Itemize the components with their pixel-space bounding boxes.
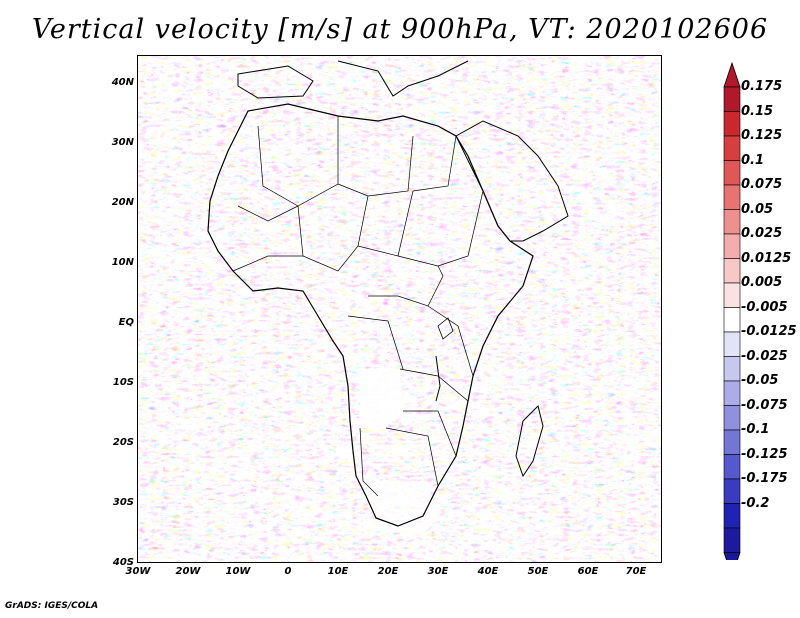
colorbar-tick-label: -0.075 — [741, 397, 788, 413]
colorbar-segment — [723, 331, 741, 357]
colorbar-tick-label: 0.05 — [741, 201, 774, 217]
colorbar-segment — [723, 258, 741, 284]
colorbar-tick-label: -0.0125 — [741, 324, 797, 339]
chart-title: Vertical velocity [m/s] at 900hPa, VT: 2… — [31, 14, 769, 45]
colorbar-tick-label: 0.175 — [741, 79, 783, 94]
colorbar-segment — [723, 160, 741, 186]
colorbar-segment — [723, 405, 741, 431]
lon-label: 30W — [125, 566, 151, 577]
colorbar-segment — [723, 380, 741, 406]
colorbar-segment — [723, 429, 741, 455]
colorbar-segment — [723, 527, 741, 553]
lat-label: 10N — [111, 257, 134, 268]
colorbar-tick-label: -0.1 — [741, 422, 770, 437]
colorbar-tick-label: 0.1 — [741, 152, 765, 168]
colorbar-segment — [723, 307, 741, 333]
colorbar-tick-label: -0.2 — [741, 495, 770, 511]
colorbar-top-arrow — [723, 61, 741, 88]
lat-label: 20N — [111, 197, 134, 208]
colorbar-segment — [723, 135, 741, 161]
map-frame — [137, 55, 662, 563]
lon-label: 30E — [427, 566, 449, 577]
lat-label: 30S — [112, 497, 134, 508]
colorbar-segment — [723, 282, 741, 308]
footer-credit: GrADS: IGES/COLA — [5, 601, 99, 611]
lon-label: 20E — [377, 566, 399, 577]
colorbar-tick-label: 0.025 — [741, 226, 783, 241]
colorbar-segment — [723, 184, 741, 210]
vertical-velocity-field — [138, 56, 661, 562]
colorbar-segment — [723, 111, 741, 137]
lake-victoria — [437, 317, 454, 340]
colorbar-segment — [723, 233, 741, 259]
colorbar-tick-label: 0.125 — [741, 128, 783, 143]
country-borders — [232, 116, 484, 497]
africa-coastline — [207, 103, 534, 527]
colorbar-segment — [723, 454, 741, 480]
lat-label: 10S — [112, 377, 134, 388]
colorbar-tick-label: -0.175 — [741, 471, 788, 486]
lat-label: 40S — [112, 557, 134, 568]
calm-region-south-africa — [363, 481, 438, 531]
colorbar-segment — [723, 478, 741, 504]
lon-label: 40E — [477, 566, 499, 577]
colorbar — [723, 61, 741, 560]
lat-label: EQ — [118, 317, 134, 328]
arabia-coastline — [455, 120, 569, 242]
colorbar-tick-label: -0.05 — [741, 373, 779, 388]
colorbar-segment — [723, 503, 741, 529]
colorbar-segment — [723, 86, 741, 112]
colorbar-bottom-arrow — [723, 552, 741, 560]
europe-coastline — [237, 60, 469, 99]
colorbar-tick-label: 0.075 — [741, 177, 783, 192]
lon-label: 0 — [284, 566, 292, 577]
map-svg — [138, 56, 661, 562]
lat-label: 20S — [112, 437, 134, 448]
madagascar-coastline — [515, 405, 544, 478]
colorbar-tick-label: -0.025 — [741, 348, 788, 364]
lat-label: 30N — [111, 137, 134, 148]
colorbar-tick-label: 0.0125 — [741, 250, 792, 266]
lon-label: 60E — [577, 566, 599, 577]
lake-tanganyika — [435, 355, 441, 402]
colorbar-tick-label: -0.125 — [741, 446, 788, 462]
lon-label: 20W — [175, 566, 201, 577]
lat-label: 40N — [111, 77, 134, 88]
colorbar-segment — [723, 356, 741, 382]
calm-region-angola — [360, 369, 403, 428]
lon-label: 10W — [225, 566, 251, 577]
colorbar-tick-label: 0.15 — [741, 103, 774, 119]
lon-label: 50E — [527, 566, 549, 577]
lon-label: 70E — [625, 566, 647, 577]
lon-label: 10E — [327, 566, 349, 577]
colorbar-tick-label: -0.005 — [741, 299, 788, 315]
colorbar-tick-label: 0.005 — [741, 275, 783, 290]
colorbar-segment — [723, 209, 741, 235]
